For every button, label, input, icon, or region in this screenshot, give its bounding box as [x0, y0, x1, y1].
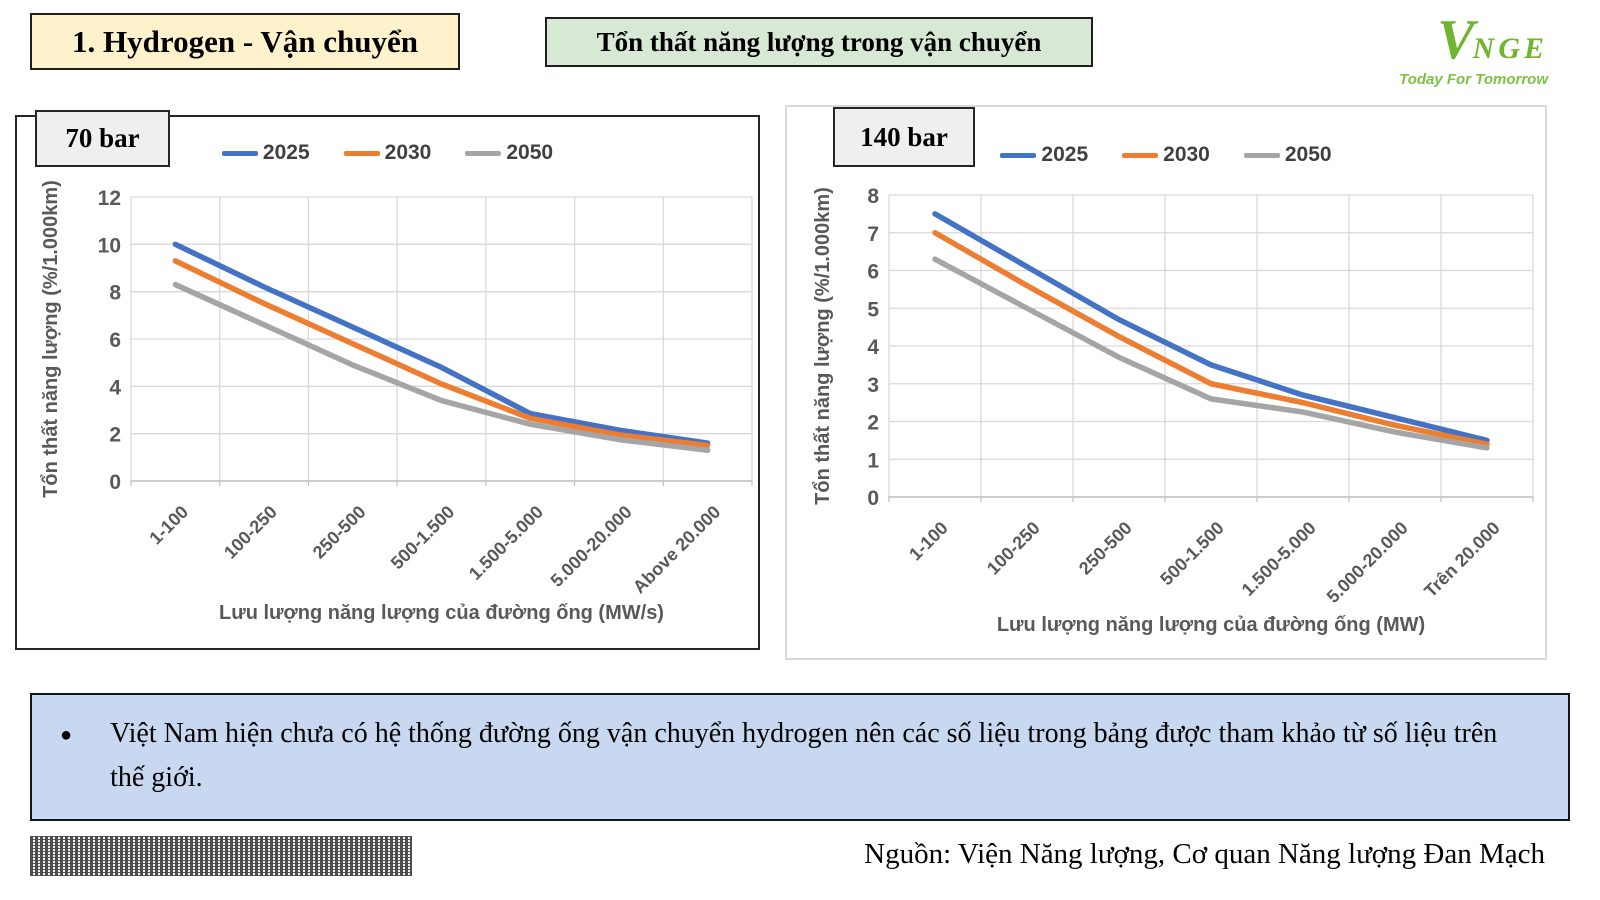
legend-label: 2030 — [1163, 143, 1210, 166]
series-line-2030 — [932, 230, 1490, 447]
y-tick-label: 2 — [109, 424, 121, 447]
company-logo: VNGE Today For Tomorrow — [1399, 12, 1548, 87]
x-tick-label: 1.500-5.000 — [465, 502, 547, 584]
legend-label: 2030 — [384, 141, 432, 164]
x-tick-label: 5.000-20.000 — [547, 502, 636, 591]
y-tick-label: 4 — [867, 336, 879, 359]
page-title-text: 1. Hydrogen - Vận chuyển — [72, 23, 418, 59]
source-citation: Nguồn: Viện Năng lượng, Cơ quan Năng lượ… — [864, 838, 1545, 870]
x-tick-label: 1.500-5.000 — [1238, 518, 1320, 600]
bullet-icon: ● — [60, 724, 73, 746]
chart-legend-70bar: 2025 2030 2050 — [17, 141, 758, 165]
y-tick-label: 8 — [867, 185, 879, 208]
y-axis-title: Tổn thất năng lượng (%/1.000km) — [40, 180, 62, 498]
pressure-badge-70bar: 70 bar — [35, 110, 170, 167]
redacted-texture-bar — [30, 836, 412, 876]
chart-panel-140bar: 2025 2030 2050 0 1 2 3 4 5 6 7 8 1-100 100-250 250-50… — [785, 105, 1547, 660]
slide-subtitle-text: Tổn thất năng lượng trong vận chuyển — [596, 26, 1042, 57]
x-tick-label: 100-250 — [983, 518, 1044, 579]
series-line-2050 — [172, 281, 711, 453]
series-line-2025 — [932, 211, 1490, 444]
legend-label: 2050 — [1284, 143, 1332, 166]
note-callout: ● Việt Nam hiện chưa có hệ thống đường ố… — [30, 693, 1570, 821]
x-tick-label: 1-100 — [145, 502, 192, 549]
slide-subtitle: Tổn thất năng lượng trong vận chuyển — [545, 17, 1093, 67]
legend-label: 2025 — [262, 141, 310, 164]
y-tick-label: 1 — [867, 449, 879, 472]
y-tick-label: 0 — [867, 487, 879, 510]
pressure-badge-70bar-label: 70 bar — [65, 123, 140, 153]
y-tick-label: 2 — [867, 412, 879, 435]
y-tick-label: 5 — [867, 298, 879, 321]
series-line-2025 — [172, 241, 711, 446]
x-tick-label: 250-500 — [1075, 518, 1136, 579]
x-tick-label: 5.000-20.000 — [1323, 518, 1412, 607]
x-axis-title: Lưu lượng năng lượng của đường ống (MW) — [997, 614, 1425, 636]
legend-item-2030: 2030 — [1122, 143, 1210, 167]
line-chart-140bar: 0 1 2 3 4 5 6 7 8 1-100 100-250 250-500 500-1.500 1.5… — [812, 185, 1534, 636]
y-tick-label: 6 — [109, 329, 121, 352]
y-tick-label: 4 — [109, 376, 121, 399]
x-axis-title: Lưu lượng năng lượng của đường ống (MW/s… — [219, 602, 664, 624]
x-tick-label: 500-1.500 — [387, 502, 458, 573]
line-chart-70bar: 0 2 4 6 8 10 12 1-100 100-250 250-500 500-1.500 1.5… — [40, 180, 753, 624]
y-tick-label: 8 — [109, 282, 121, 305]
legend-line-swatch — [1122, 152, 1159, 158]
y-tick-label: 7 — [867, 223, 879, 246]
x-tick-label: 250-500 — [309, 502, 370, 563]
x-tick-label: 100-250 — [220, 502, 281, 563]
x-tick-label: Above 20.000 — [629, 502, 725, 598]
x-tick-label: Trên 20.000 — [1420, 518, 1503, 601]
legend-line-swatch — [1000, 152, 1037, 158]
legend-item-2025: 2025 — [1000, 143, 1088, 167]
logo-wordmark: VNGE — [1399, 12, 1548, 68]
y-tick-label: 6 — [867, 261, 879, 284]
y-tick-label: 3 — [867, 374, 879, 397]
legend-line-swatch — [343, 150, 380, 156]
pressure-badge-140bar-label: 140 bar — [860, 121, 948, 152]
note-text: Việt Nam hiện chưa có hệ thống đường ống… — [110, 718, 1498, 793]
series-line-2050 — [932, 256, 1490, 451]
legend-label: 2025 — [1041, 143, 1089, 166]
y-tick-label: 12 — [98, 187, 121, 210]
legend-line-swatch — [1243, 152, 1280, 158]
y-tick-label: 0 — [109, 471, 121, 494]
pressure-badge-140bar: 140 bar — [833, 107, 975, 167]
chart-legend-140bar: 2025 2030 2050 — [787, 143, 1545, 167]
legend-item-2030: 2030 — [343, 141, 432, 165]
series-line-2030 — [172, 258, 711, 449]
logo-name: NGE — [1472, 32, 1548, 65]
x-tick-label: 1-100 — [905, 518, 952, 565]
page-title: 1. Hydrogen - Vận chuyển — [30, 13, 460, 70]
legend-line-swatch — [465, 150, 502, 156]
legend-item-2025: 2025 — [221, 141, 310, 165]
logo-v-icon: V — [1437, 9, 1474, 71]
legend-line-swatch — [221, 150, 258, 156]
chart-panel-70bar: 2025 2030 2050 0 2 4 6 8 10 12 1-100 100-250 250-50… — [15, 115, 760, 650]
x-tick-label: 500-1.500 — [1156, 518, 1227, 589]
legend-item-2050: 2050 — [1243, 143, 1332, 167]
legend-item-2050: 2050 — [465, 141, 553, 165]
legend-label: 2050 — [506, 141, 554, 164]
y-axis-title: Tổn thất năng lượng (%/1.000km) — [812, 187, 834, 505]
y-tick-label: 10 — [98, 234, 121, 257]
logo-tagline: Today For Tomorrow — [1399, 71, 1548, 88]
